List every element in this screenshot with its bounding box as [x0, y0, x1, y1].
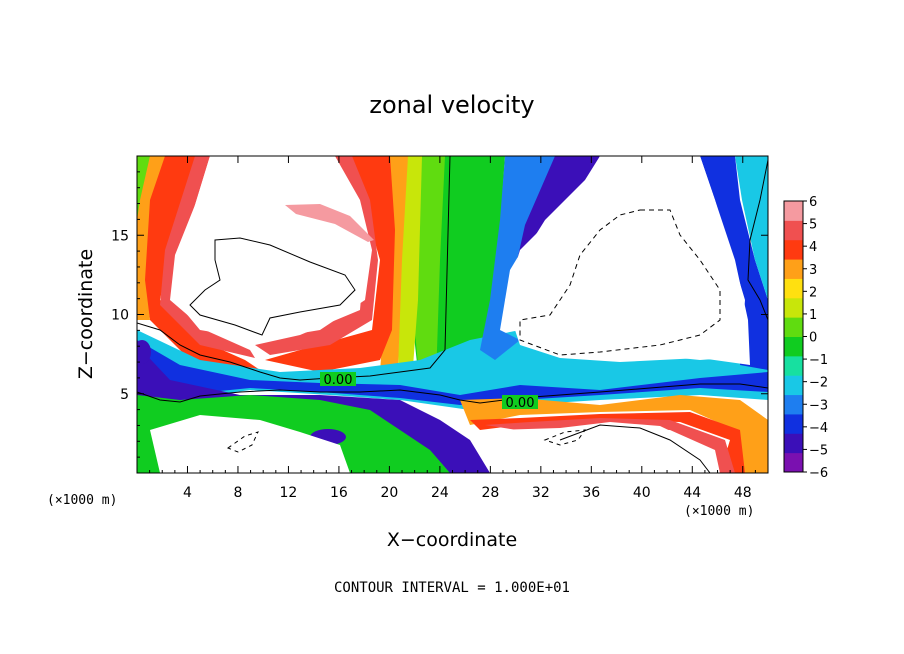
- colorbar-swatch: [784, 336, 803, 357]
- colorbar-swatch: [784, 201, 803, 221]
- x-tick-label: 32: [532, 485, 550, 501]
- x-unit-right: (×1000 m): [684, 504, 754, 519]
- contour-dashed-lower-left: [226, 431, 259, 453]
- y-tick-label: 10: [111, 308, 129, 324]
- y-tick-label: 5: [120, 387, 129, 403]
- colorbar-tick-label: −6: [809, 466, 828, 481]
- contour-solid-lower-right: [559, 424, 711, 473]
- field-pink-left: [160, 156, 255, 358]
- colorbar-tick-label: 1: [809, 308, 817, 323]
- field-blue-upper-right: [480, 156, 595, 360]
- contour-label-2: 0.00: [506, 396, 535, 411]
- x-tick-label: 4: [183, 485, 192, 501]
- colorbar-swatch: [784, 239, 803, 260]
- colorbar-swatch: [784, 413, 803, 434]
- field-orange-left-edge: [137, 156, 165, 320]
- colorbar-tick-label: −3: [809, 398, 828, 413]
- x-unit-left: (×1000 m): [47, 493, 117, 508]
- colorbar-tick-label: −4: [809, 421, 828, 436]
- colorbar-swatch: [784, 278, 803, 299]
- colorbar-ticks: 6 5 4 3 2 1 0 −1 −2 −3 −4 −5 −6: [803, 195, 828, 481]
- x-tick-label: 24: [431, 485, 449, 501]
- field-pink-lower-right: [485, 418, 735, 473]
- contour-solid-right-edge: [747, 159, 768, 321]
- field-green-left-edge: [137, 156, 150, 220]
- x-tick-label: 40: [633, 485, 651, 501]
- contour-label-1: 0.00: [324, 373, 353, 388]
- x-tick-label: 36: [582, 485, 600, 501]
- contour-label-box-2: [502, 395, 538, 409]
- field-cyan-right-column: [735, 156, 768, 300]
- colorbar-tick-label: 2: [809, 285, 817, 300]
- field-white-lower-left: [150, 415, 350, 473]
- y-tick-label: 15: [111, 228, 129, 244]
- colorbar: [783, 200, 804, 473]
- x-axis-label: X−coordinate: [387, 529, 517, 551]
- y-axis-ticks: 5 10 15: [111, 171, 768, 458]
- x-tick-label: 16: [330, 485, 348, 501]
- field-red-arc-upper: [265, 156, 395, 372]
- x-tick-label: 28: [481, 485, 499, 501]
- contour-dashed-lower-right: [543, 429, 587, 446]
- colorbar-swatch: [784, 433, 803, 454]
- colorbar-swatch: [784, 452, 803, 473]
- x-tick-label: 8: [233, 485, 242, 501]
- contour-solid-upper-left: [189, 237, 356, 336]
- colorbar-tick-label: 0: [809, 331, 817, 346]
- colorbar-swatch: [784, 297, 803, 318]
- contour-zero-lower: [137, 383, 768, 404]
- colorbar-swatch: [784, 317, 803, 337]
- colorbar-swatch: [784, 259, 803, 279]
- colorbar-tick-label: 5: [809, 218, 817, 233]
- colorbar-tick-label: −1: [809, 353, 828, 368]
- plot-area: 0.00 0.00: [137, 156, 768, 473]
- contour-interval-footer: CONTOUR INTERVAL = 1.000E+01: [334, 580, 570, 596]
- field-blue-lower-band: [137, 340, 768, 405]
- field-purple-blob-left: [137, 340, 151, 364]
- contour-lines: [137, 156, 768, 473]
- contour-dashed-upper-right: [519, 209, 721, 356]
- contour-zero-left: [137, 156, 451, 381]
- x-tick-label: 48: [734, 485, 752, 501]
- colorbar-tick-label: −5: [809, 443, 828, 458]
- field-white-upper-right: [505, 156, 750, 365]
- chart-title: zonal velocity: [369, 91, 534, 119]
- contour-label-box-1: [320, 372, 356, 386]
- x-axis-ticks: 4 8 12 16 20 24 28 32 36 40 44 48: [149, 156, 756, 501]
- colorbar-tick-label: 6: [809, 195, 817, 210]
- colorbar-swatch: [784, 355, 803, 376]
- colorbar-tick-label: 4: [809, 240, 817, 255]
- field-white-upper-left: [175, 156, 372, 340]
- colorbar-swatch: [784, 220, 803, 241]
- velocity-field: [137, 156, 768, 473]
- y-axis-label: Z−coordinate: [75, 249, 97, 379]
- x-tick-label: 12: [280, 485, 298, 501]
- colorbar-tick-label: 3: [809, 263, 817, 278]
- colorbar-swatch: [784, 375, 803, 396]
- colorbar-swatch: [784, 394, 803, 415]
- x-tick-label: 44: [683, 485, 701, 501]
- field-purple-upper-right: [515, 156, 600, 270]
- field-red-left: [140, 156, 260, 380]
- x-tick-label: 20: [380, 485, 398, 501]
- contour-labels: 0.00 0.00: [320, 372, 538, 411]
- colorbar-tick-label: −2: [809, 376, 828, 391]
- field-pink-streak-top: [285, 204, 374, 242]
